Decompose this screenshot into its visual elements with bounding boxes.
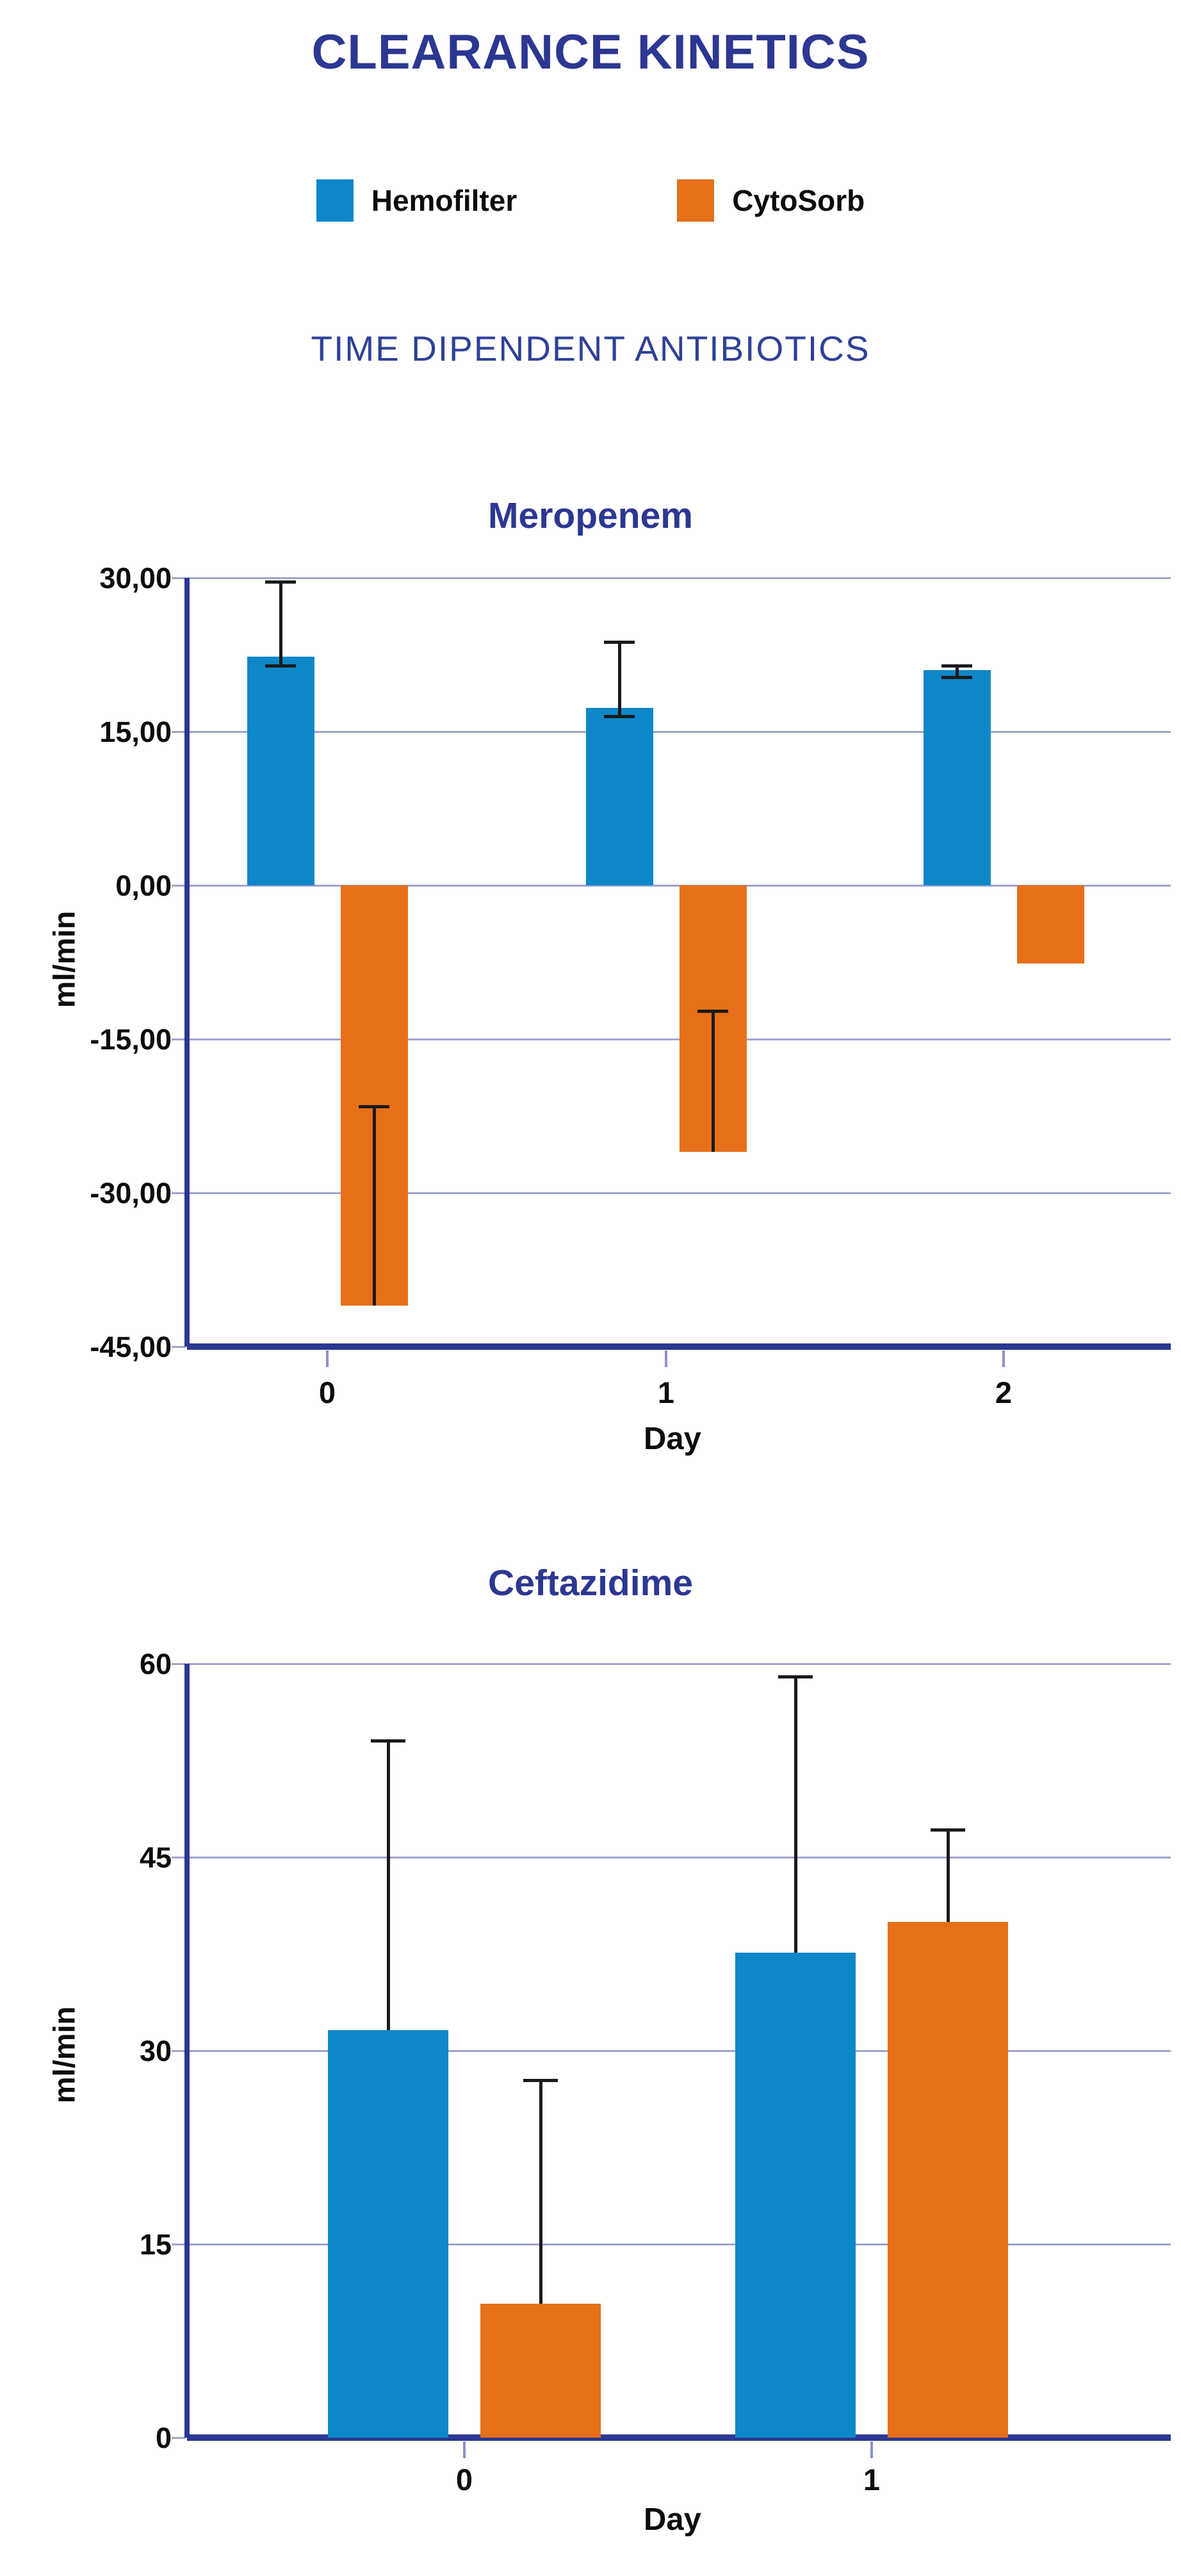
legend-label: Hemofilter (371, 184, 517, 217)
y-tick-label: 30,00 (99, 562, 172, 595)
error-bar-line (711, 1011, 715, 1152)
gridline (187, 577, 1171, 579)
y-axis-tick (172, 885, 186, 887)
error-bar-cap (604, 714, 635, 718)
error-bar-cap (697, 1010, 728, 1013)
legend: Hemofilter CytoSorb (0, 178, 1181, 223)
x-axis-line (187, 1343, 1171, 1350)
error-bar-cap (371, 1739, 405, 1743)
y-axis-tick (172, 2244, 186, 2245)
gridline (187, 1038, 1171, 1040)
chart-title-ceftazidime: Ceftazidime (488, 1563, 693, 1604)
y-axis-tick (172, 1192, 186, 1194)
x-axis-tick (1002, 1350, 1005, 1367)
gridline (187, 1192, 1171, 1194)
x-tick-label: 0 (318, 1375, 336, 1409)
error-bar-line (386, 1741, 390, 2030)
x-tick-label: 2 (995, 1375, 1013, 1409)
error-bar-line (617, 642, 621, 716)
error-bar-line (946, 1830, 950, 1922)
error-bar-line (955, 666, 959, 678)
x-axis-line (187, 2434, 1171, 2441)
y-axis-line (184, 578, 190, 1347)
x-axis-title-meropenem: Day (644, 1422, 701, 1456)
bar-cytosorb-day1 (888, 1921, 1008, 2438)
error-bar-cap (265, 664, 296, 668)
x-tick-label: 1 (863, 2463, 881, 2497)
x-axis-title-ceftazidime: Day (644, 2502, 701, 2537)
error-bar-line (279, 582, 282, 666)
y-axis-line (184, 1664, 190, 2438)
legend-swatch (316, 179, 354, 222)
y-tick-label: 15 (139, 2228, 172, 2261)
bar-hemofilter-day1 (735, 1952, 856, 2438)
gridline (187, 2050, 1171, 2052)
bar-hemofilter-day0 (247, 657, 314, 885)
bar-hemofilter-day1 (585, 708, 653, 885)
y-axis-tick (172, 731, 186, 733)
y-axis-tick (172, 577, 186, 579)
y-axis-tick (172, 2437, 186, 2439)
error-bar-cap (523, 2078, 558, 2082)
x-axis-tick (326, 1350, 329, 1367)
error-bar-cap (778, 1675, 813, 1678)
y-tick-label: -15,00 (90, 1023, 172, 1056)
y-tick-label: -45,00 (90, 1331, 172, 1363)
error-bar-line (794, 1677, 797, 1953)
x-axis-tick (463, 2441, 466, 2458)
y-tick-label: 0,00 (115, 869, 172, 902)
y-axis-tick (172, 1857, 186, 1858)
gridline (187, 731, 1171, 733)
error-bar-cap (941, 675, 972, 679)
y-tick-label: 0 (155, 2422, 172, 2454)
bar-cytosorb-day0 (480, 2303, 601, 2438)
gridline (187, 1663, 1171, 1665)
x-tick-label: 1 (657, 1375, 675, 1409)
x-axis-tick (665, 1350, 667, 1367)
gridline (187, 885, 1171, 887)
bar-cytosorb-day2 (1016, 885, 1084, 964)
y-axis-tick (172, 2050, 186, 2052)
error-bar-cap (941, 664, 972, 668)
y-axis-tick (172, 1663, 186, 1665)
error-bar-cap (359, 1105, 389, 1109)
y-tick-label: 45 (139, 1841, 172, 1874)
section-subtitle: TIME DIPENDENT ANTIBIOTICS (311, 329, 870, 368)
y-tick-label: 15,00 (99, 716, 172, 748)
legend-item-cytosorb: CytoSorb (677, 179, 865, 222)
y-tick-label: -30,00 (90, 1177, 172, 1210)
x-axis-tick (870, 2441, 873, 2458)
chart-title-meropenem: Meropenem (488, 495, 693, 536)
gridline (187, 1857, 1171, 1858)
legend-label: CytoSorb (732, 184, 865, 217)
bar-hemofilter-day2 (923, 670, 991, 885)
error-bar-cap (265, 580, 296, 584)
bar-hemofilter-day0 (328, 2030, 448, 2438)
x-tick-label: 0 (455, 2463, 473, 2497)
legend-item-hemofilter: Hemofilter (316, 179, 517, 222)
error-bar-cap (604, 641, 635, 644)
y-axis-tick (172, 1346, 186, 1348)
page-title: CLEARANCE KINETICS (311, 25, 870, 79)
error-bar-cap (931, 1828, 965, 1832)
gridline (187, 2244, 1171, 2245)
y-axis-tick (172, 1038, 186, 1040)
y-tick-label: 60 (139, 1648, 172, 1680)
error-bar-line (372, 1106, 376, 1306)
y-tick-label: 30 (139, 2035, 172, 2067)
legend-swatch (677, 179, 715, 222)
error-bar-line (539, 2080, 542, 2304)
